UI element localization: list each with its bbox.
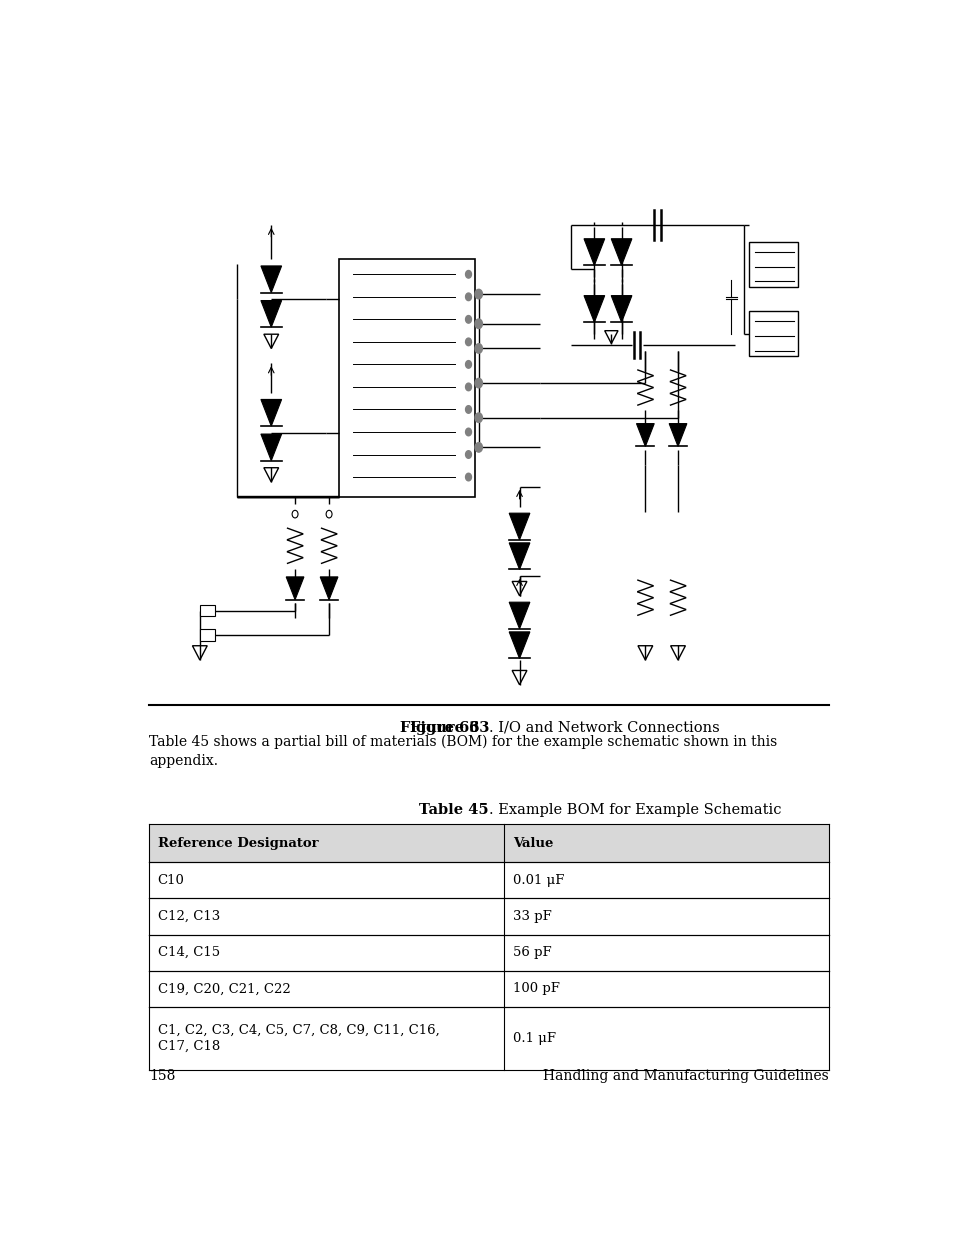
Circle shape xyxy=(465,451,471,458)
Text: 0.1 μF: 0.1 μF xyxy=(512,1032,555,1045)
Text: . I/O and Network Connections: . I/O and Network Connections xyxy=(488,721,719,735)
Circle shape xyxy=(475,378,482,388)
Polygon shape xyxy=(611,295,631,322)
Text: C10: C10 xyxy=(157,874,184,887)
Polygon shape xyxy=(260,300,281,327)
FancyBboxPatch shape xyxy=(149,971,828,1007)
Text: Reference Designator: Reference Designator xyxy=(157,837,318,850)
Text: C12, C13: C12, C13 xyxy=(157,910,220,923)
Text: C1, C2, C3, C4, C5, C7, C8, C9, C11, C16,
C17, C18: C1, C2, C3, C4, C5, C7, C8, C9, C11, C16… xyxy=(157,1024,439,1053)
FancyBboxPatch shape xyxy=(149,824,828,862)
Circle shape xyxy=(465,270,471,278)
Circle shape xyxy=(465,473,471,480)
Polygon shape xyxy=(636,424,654,446)
Polygon shape xyxy=(509,514,529,540)
Circle shape xyxy=(475,319,482,329)
Polygon shape xyxy=(260,433,281,461)
Polygon shape xyxy=(668,424,686,446)
Circle shape xyxy=(465,293,471,300)
FancyBboxPatch shape xyxy=(149,862,828,899)
Polygon shape xyxy=(509,543,529,569)
Bar xyxy=(199,605,214,616)
Circle shape xyxy=(465,338,471,346)
Text: Figure 63: Figure 63 xyxy=(409,721,488,735)
Circle shape xyxy=(465,383,471,390)
Circle shape xyxy=(475,343,482,353)
Circle shape xyxy=(465,405,471,414)
Circle shape xyxy=(465,316,471,324)
Polygon shape xyxy=(260,399,281,426)
FancyBboxPatch shape xyxy=(149,935,828,971)
Polygon shape xyxy=(509,632,529,658)
Text: . Example BOM for Example Schematic: . Example BOM for Example Schematic xyxy=(488,804,781,818)
Circle shape xyxy=(465,429,471,436)
Text: 158: 158 xyxy=(149,1070,175,1083)
Bar xyxy=(749,242,798,287)
Bar xyxy=(749,311,798,356)
FancyBboxPatch shape xyxy=(149,899,828,935)
Text: Handling and Manufacturing Guidelines: Handling and Manufacturing Guidelines xyxy=(542,1070,828,1083)
Text: 56 pF: 56 pF xyxy=(512,946,551,960)
Circle shape xyxy=(475,442,482,452)
Text: 0.01 μF: 0.01 μF xyxy=(512,874,563,887)
Text: Figure 63. I/O and Network Connections: Figure 63. I/O and Network Connections xyxy=(400,721,703,735)
Polygon shape xyxy=(286,577,304,600)
Circle shape xyxy=(475,289,482,299)
Bar xyxy=(339,259,475,496)
Polygon shape xyxy=(583,295,604,322)
Polygon shape xyxy=(320,577,337,600)
Polygon shape xyxy=(611,238,631,266)
Polygon shape xyxy=(509,603,529,629)
Text: C19, C20, C21, C22: C19, C20, C21, C22 xyxy=(157,982,290,995)
Text: Table 45 shows a partial bill of materials (BOM) for the example schematic shown: Table 45 shows a partial bill of materia… xyxy=(149,735,777,768)
Text: 33 pF: 33 pF xyxy=(512,910,551,923)
Text: Table 45: Table 45 xyxy=(419,804,488,818)
Circle shape xyxy=(465,361,471,368)
FancyBboxPatch shape xyxy=(149,1007,828,1071)
Text: Value: Value xyxy=(512,837,553,850)
Circle shape xyxy=(475,412,482,422)
Polygon shape xyxy=(260,266,281,293)
Polygon shape xyxy=(583,238,604,266)
Text: 100 pF: 100 pF xyxy=(512,982,558,995)
Text: C14, C15: C14, C15 xyxy=(157,946,219,960)
Text: Figure 63: Figure 63 xyxy=(400,721,479,735)
Bar xyxy=(199,630,214,641)
